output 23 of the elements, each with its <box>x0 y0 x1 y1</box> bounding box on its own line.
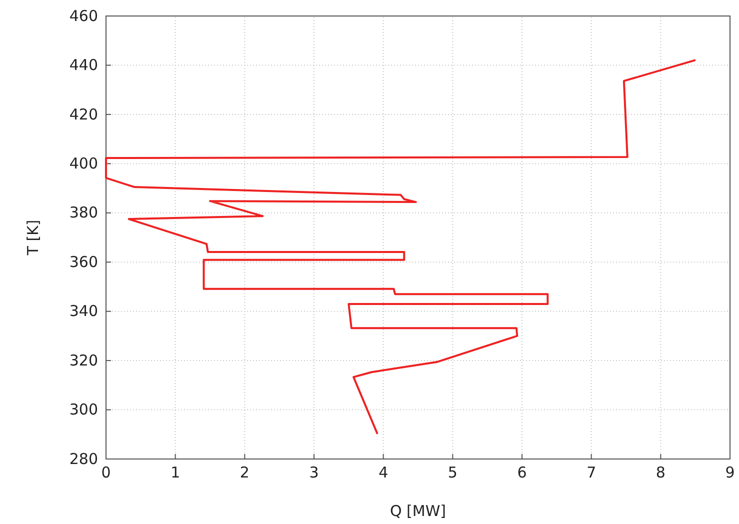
y-tick-label: 360 <box>69 252 98 271</box>
x-tick-label: 9 <box>725 464 735 482</box>
x-tick-label: 1 <box>170 464 180 482</box>
y-tick-label: 280 <box>69 450 98 468</box>
x-tick-label: 2 <box>240 464 250 482</box>
line-series <box>105 59 696 434</box>
y-tick-label: 320 <box>69 351 98 370</box>
y-tick-label: 340 <box>69 302 98 320</box>
y-tick-label: 440 <box>69 56 98 74</box>
y-tick-label: 420 <box>69 105 98 124</box>
y-tick-label: 400 <box>69 154 98 172</box>
y-axis-title: T [K] <box>24 220 42 256</box>
x-axis-title: Q [MW] <box>390 502 446 520</box>
y-tick-label: 460 <box>69 6 98 25</box>
x-tick-label: 4 <box>378 464 388 482</box>
x-tick-label: 0 <box>101 464 111 482</box>
x-tick-label: 3 <box>309 464 319 482</box>
x-tick-label: 5 <box>448 464 458 482</box>
x-tick-label: 6 <box>517 464 527 482</box>
y-tick-label: 380 <box>69 204 98 222</box>
x-tick-label: 8 <box>656 464 666 482</box>
x-tick-label: 7 <box>586 464 596 482</box>
y-tick-label: 300 <box>69 400 98 419</box>
